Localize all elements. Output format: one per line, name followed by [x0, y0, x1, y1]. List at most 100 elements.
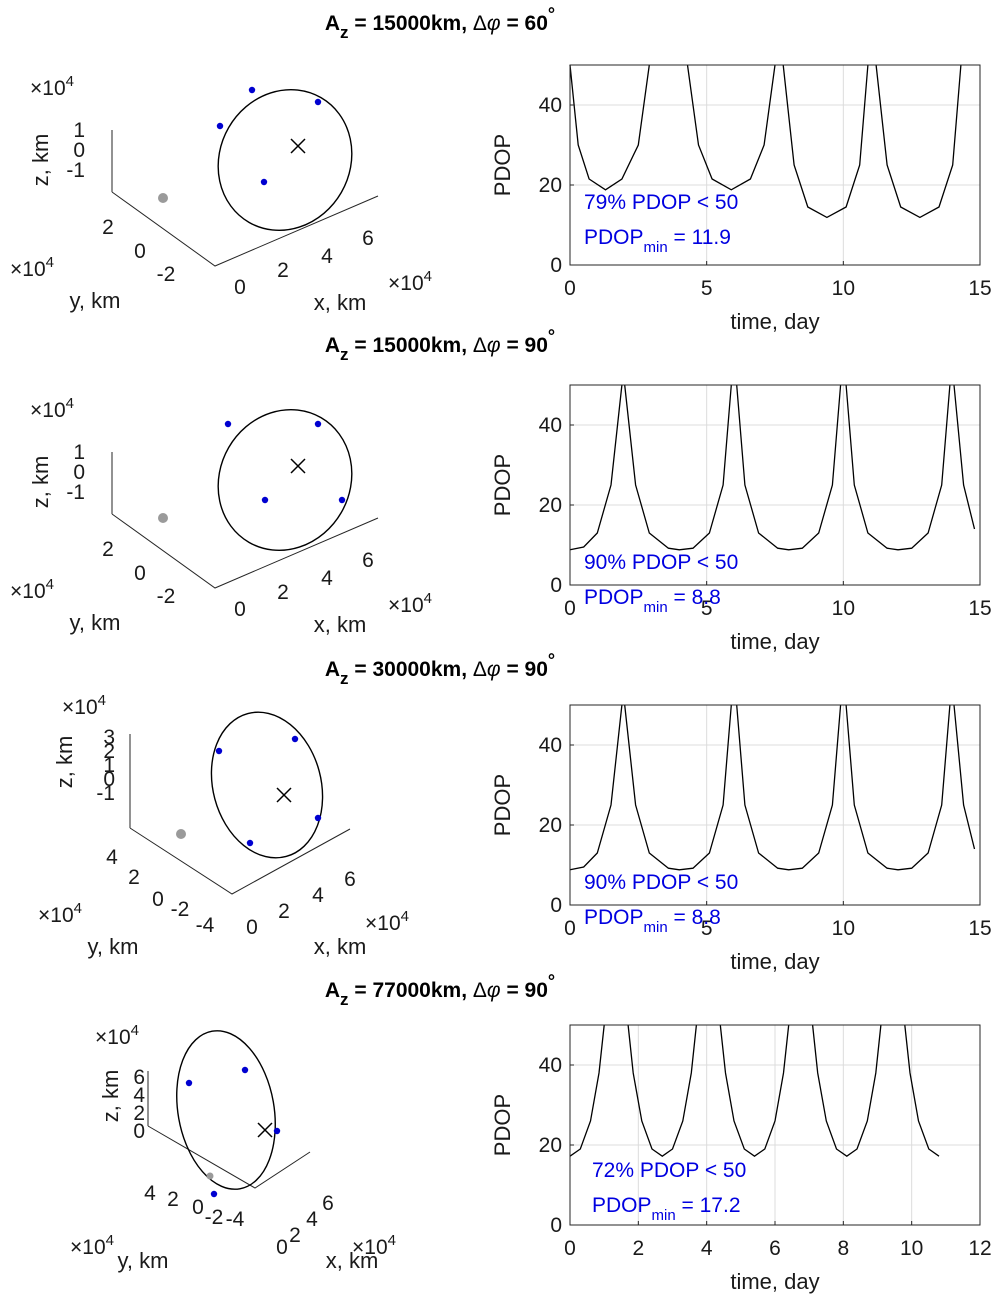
moon-cross-marker	[276, 787, 292, 803]
z-tick-label: 6	[133, 1066, 145, 1089]
x-axis-label: x, km	[314, 934, 367, 959]
x-tick-label: 2	[277, 259, 289, 282]
orbit-path	[176, 1030, 276, 1190]
exponent-base: ×10	[10, 580, 46, 603]
x-tick-label: 2	[277, 581, 289, 604]
pdop-curve-segment	[736, 704, 842, 871]
satellite-2	[314, 98, 322, 106]
y-axis-label: PDOP	[490, 1094, 515, 1156]
pdop-min-label: PDOP	[584, 906, 644, 929]
box-axes	[129, 827, 351, 895]
z-tick-label: -1	[66, 481, 85, 504]
title-phi: φ	[487, 658, 501, 681]
x-tick-label: 10	[832, 917, 855, 940]
x-tick-label: 6	[322, 1192, 334, 1215]
y-exponent-label: ×104	[70, 1232, 114, 1259]
z-tick-label: -1	[66, 159, 85, 182]
x-tick-label: 0	[564, 597, 576, 620]
y-axis-label: y, km	[118, 1248, 169, 1273]
z-exponent-label: ×104	[30, 395, 74, 422]
pdop-curve-segment	[624, 384, 732, 551]
pdop-plot: 0 5 10 15 0 20 40 time, day PDOP 79% PDOP < 50 PDO…	[490, 64, 992, 334]
coverage-annotation: 79% PDOP < 50	[584, 191, 738, 214]
pdop-min-label: PDOP	[592, 1194, 652, 1217]
pdop-min-subscript: min	[644, 599, 668, 616]
satellite-3	[216, 122, 224, 130]
y-tick-label: 2	[128, 866, 140, 889]
x-tick-label: 0	[564, 1237, 576, 1260]
y-tick-label: 0	[152, 888, 164, 911]
exponent-power: 4	[66, 395, 74, 412]
title-degree: °	[548, 650, 555, 670]
x-tick-label: 5	[701, 277, 713, 300]
y-tick-label: 20	[539, 174, 562, 197]
z-tick-label: 1	[103, 754, 115, 777]
title-eq: = 60	[501, 12, 548, 35]
x-tick-label: 4	[321, 567, 333, 590]
x-tick-label: 6	[362, 227, 374, 250]
x-tick-label: 0	[234, 598, 246, 621]
y-tick-label: 0	[134, 562, 146, 585]
title-a: A	[325, 658, 340, 681]
plot-frame	[569, 384, 981, 586]
z-axis-label: z, km	[28, 134, 53, 187]
pdop-min-subscript: min	[652, 1207, 676, 1224]
y-axis-label: y, km	[88, 934, 139, 959]
x-axis-label: time, day	[730, 629, 819, 654]
z-axis-label: z, km	[28, 456, 53, 509]
pdop-curve-segment	[719, 1024, 790, 1157]
pdop-min-annotation: PDOPmin = 8.8	[584, 586, 721, 616]
pdop-min-subscript: min	[644, 239, 668, 256]
x-tick-label: 15	[968, 597, 991, 620]
title-subscript: z	[340, 669, 349, 688]
y-tick-label: 0	[550, 254, 562, 277]
y-tick-label: -4	[226, 1208, 245, 1231]
title-a: A	[325, 979, 340, 1002]
x-tick-label: 6	[362, 549, 374, 572]
exponent-base: ×10	[352, 1236, 388, 1259]
plot-frame	[569, 64, 981, 266]
pdop-min-value: = 11.9	[668, 226, 731, 249]
x-tick-label: 8	[837, 1237, 849, 1260]
x-tick-label: 10	[832, 277, 855, 300]
pdop-curve-segment	[686, 64, 776, 191]
z-exponent-label: ×104	[95, 1022, 139, 1049]
exponent-power: 4	[66, 73, 74, 90]
coverage-annotation: 90% PDOP < 50	[584, 551, 738, 574]
z-tick-label: 1	[73, 441, 85, 464]
x-tick-label: 2	[632, 1237, 644, 1260]
z-tick-label: 0	[103, 768, 115, 791]
pdop-curve-segment	[627, 1024, 698, 1157]
y-tick-label: 0	[550, 894, 562, 917]
y-tick-label: 0	[550, 574, 562, 597]
pdop-min-subscript: min	[644, 919, 668, 936]
z-tick-label: 0	[73, 139, 85, 162]
coverage-annotation: 90% PDOP < 50	[584, 871, 738, 894]
pdop-min-value: = 17.2	[676, 1194, 741, 1217]
y-axis-label: PDOP	[490, 454, 515, 516]
title-mid: = 77000km,	[349, 979, 473, 1002]
x-exponent-label: ×104	[365, 908, 409, 935]
title-phi: φ	[487, 979, 501, 1002]
z-tick-label: 2	[103, 740, 115, 763]
orbit-path	[210, 711, 324, 859]
earth-marker	[176, 829, 186, 839]
x-tick-label: 4	[321, 245, 333, 268]
y-tick-label: 20	[539, 494, 562, 517]
x-tick-label: 4	[312, 884, 324, 907]
panel-1: Az = 15000km, Δφ = 60°10-1z, km×10420-2y…	[10, 4, 992, 334]
box-axes	[111, 191, 379, 267]
x-tick-label: 12	[968, 1237, 991, 1260]
exponent-base: ×10	[388, 272, 424, 295]
x-exponent-label: ×104	[388, 590, 432, 617]
y-tick-label: 2	[102, 538, 114, 561]
orbit-path	[217, 88, 353, 232]
satellite-1	[248, 86, 256, 94]
satellite-2	[291, 735, 299, 743]
earth-marker	[158, 193, 168, 203]
pdop-min-annotation: PDOPmin = 17.2	[592, 1194, 741, 1224]
title-delta: Δ	[473, 334, 487, 357]
y-tick-label: 40	[539, 414, 562, 437]
